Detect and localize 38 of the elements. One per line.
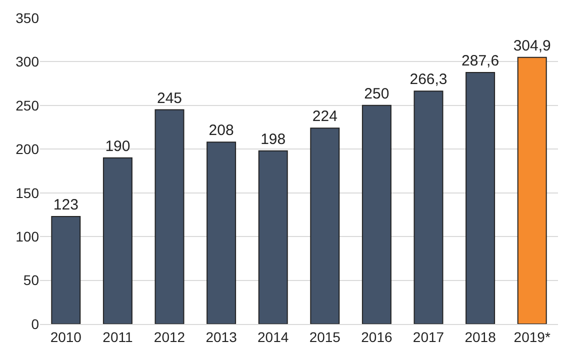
x-tick-label: 2018 <box>464 328 496 345</box>
x-tick-label: 2011 <box>102 328 133 345</box>
bar <box>414 90 444 324</box>
data-label: 250 <box>364 85 390 102</box>
x-tick-label: 2015 <box>309 328 341 345</box>
y-tick-label: 200 <box>16 141 40 158</box>
x-tick-label: 2013 <box>206 328 238 345</box>
data-label: 198 <box>260 130 286 148</box>
bar <box>310 128 340 324</box>
x-tick-label: 2016 <box>361 328 392 345</box>
y-tick-label: 100 <box>16 228 40 244</box>
x-tick-label: 2012 <box>154 328 186 345</box>
bar <box>154 109 184 324</box>
data-label: 190 <box>105 138 130 155</box>
data-label: 266,3 <box>410 71 448 88</box>
bar <box>102 157 132 324</box>
bar <box>206 142 236 324</box>
y-tick-label: 300 <box>16 54 40 70</box>
x-tick-label: 2019* <box>514 328 551 345</box>
bar <box>517 56 547 324</box>
x-tick-label: 2017 <box>412 328 444 345</box>
y-tick-label: 150 <box>16 184 40 201</box>
data-label: 208 <box>208 122 234 140</box>
y-tick-label: 350 <box>16 10 40 26</box>
bar <box>51 216 81 324</box>
bar <box>362 104 392 324</box>
data-label: 287,6 <box>462 52 500 70</box>
x-tick-label: 2010 <box>50 328 82 345</box>
data-label: 245 <box>156 90 182 107</box>
data-label: 304,9 <box>513 37 551 54</box>
x-tick-label: 2014 <box>258 328 289 345</box>
y-tick-label: 50 <box>23 272 40 288</box>
data-label: 224 <box>312 108 338 126</box>
y-tick-label: 0 <box>31 316 40 332</box>
bar <box>466 72 496 324</box>
data-label: 123 <box>53 196 78 214</box>
bar <box>258 150 288 324</box>
y-tick-label: 250 <box>16 97 40 114</box>
